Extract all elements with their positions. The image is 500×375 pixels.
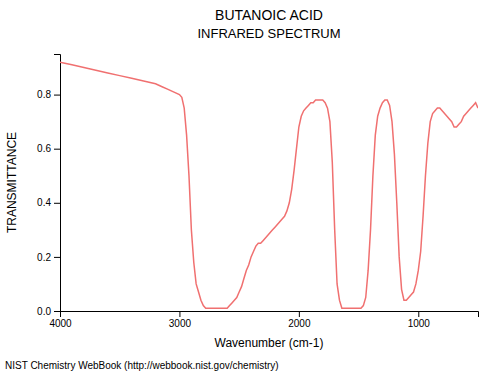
subtitle: INFRARED SPECTRUM: [197, 26, 340, 41]
tick-label: 0.6: [37, 143, 51, 154]
y-axis: 0.0 0.2 0.4 0.6 0.8: [37, 55, 60, 317]
x-axis-label: Wavenumber (cm-1): [215, 336, 324, 350]
tick-mark: [299, 311, 300, 317]
line: [60, 62, 478, 308]
tick: 0.6: [37, 143, 60, 154]
tick-label: 0.2: [37, 252, 51, 263]
tick-mark: [54, 311, 60, 312]
tick: 0.4: [37, 197, 60, 208]
tick-mark: [54, 149, 60, 150]
tick-label: 1000: [408, 318, 431, 329]
tick-label: 3000: [169, 318, 192, 329]
chart: 4000 3000 2000 1000 0.0 0.2 0.4 0.6 0.8 BUTANOIC …: [0, 0, 500, 375]
tick-label: 0.4: [37, 197, 51, 208]
tick-label: 0.8: [37, 89, 51, 100]
tick-label: 0.0: [37, 306, 51, 317]
tick-label: 2000: [288, 318, 311, 329]
y-axis-label: TRANSMITTANCE: [5, 132, 19, 233]
tick-mark: [54, 257, 60, 258]
tick-mark: [54, 95, 60, 96]
tick: 4000: [49, 311, 72, 329]
title: BUTANOIC ACID: [215, 7, 323, 23]
x-axis: 4000 3000 2000 1000: [49, 311, 478, 329]
tick-mark: [54, 203, 60, 204]
plot: 4000 3000 2000 1000 0.0 0.2 0.4 0.6 0.8: [37, 55, 478, 330]
marks: [60, 62, 478, 308]
tick: 1000: [408, 311, 431, 329]
annotation: NIST Chemistry WebBook (http://webbook.n…: [5, 360, 279, 371]
tick: 3000: [169, 311, 192, 329]
axis-line: [61, 312, 479, 318]
tick-label: 4000: [49, 318, 72, 329]
tick: 0.2: [37, 252, 60, 263]
tick-mark: [418, 311, 419, 317]
tick: 0.0: [37, 306, 60, 317]
tick: 0.8: [37, 89, 60, 100]
tick: 2000: [288, 311, 311, 329]
tick-mark: [179, 311, 180, 317]
axis-line: [54, 55, 61, 312]
